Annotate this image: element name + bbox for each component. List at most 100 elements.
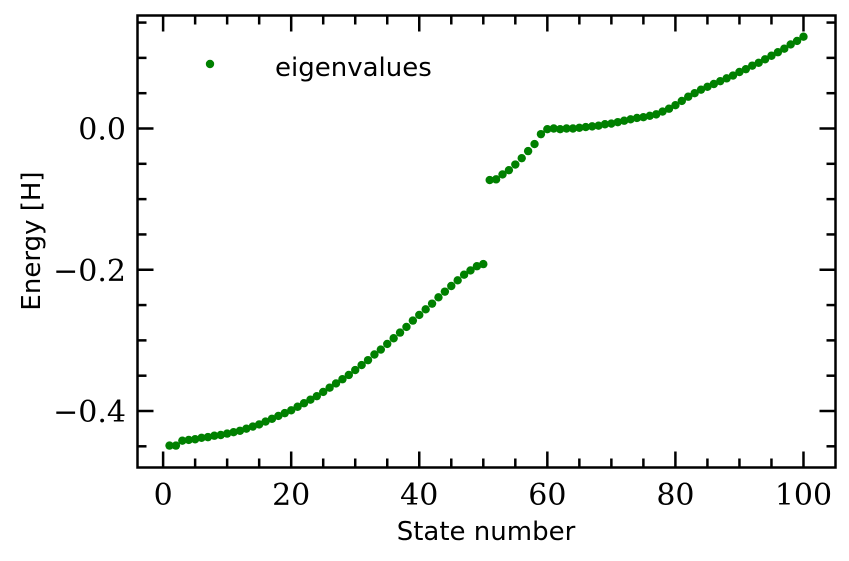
x-tick-label: 60 <box>528 478 566 513</box>
data-point <box>773 48 783 57</box>
data-point <box>748 61 757 70</box>
data-point <box>312 391 321 401</box>
data-point <box>607 119 616 128</box>
data-point <box>165 441 174 450</box>
data-point <box>293 402 302 411</box>
data-point <box>543 125 552 134</box>
data-point <box>568 124 578 133</box>
data-point <box>383 339 392 349</box>
data-point <box>575 123 584 132</box>
data-point <box>229 427 238 437</box>
x-tick-label: 40 <box>400 478 438 513</box>
data-point <box>363 355 373 365</box>
data-point <box>652 110 661 119</box>
data-point <box>626 115 635 124</box>
data-point <box>440 287 450 296</box>
data-point <box>722 74 731 83</box>
data-point <box>587 122 597 131</box>
data-point <box>254 420 264 429</box>
data-point <box>703 82 712 92</box>
data-point <box>331 379 341 388</box>
tick-labels: 0 20 40 60 80 100 −0.4 −0.2 0.0 <box>53 113 832 514</box>
data-point <box>780 44 789 53</box>
data-point <box>562 124 571 133</box>
data-point <box>613 117 622 127</box>
data-point <box>389 334 398 343</box>
data-point <box>728 71 738 80</box>
data-point <box>799 32 808 41</box>
data-point <box>235 426 245 435</box>
data-point <box>210 431 219 440</box>
data-point <box>267 414 277 423</box>
data-point <box>344 370 354 380</box>
data-point <box>415 310 424 320</box>
data-point <box>171 441 181 450</box>
data-points <box>165 32 808 450</box>
data-point <box>594 121 603 130</box>
plot-frame <box>136 14 837 469</box>
data-point <box>248 422 257 431</box>
data-point <box>447 281 456 291</box>
data-point <box>504 165 514 175</box>
data-point <box>376 345 386 354</box>
data-point <box>639 113 648 122</box>
data-point <box>190 435 200 444</box>
x-tick-label: 80 <box>656 478 694 513</box>
data-point <box>421 305 430 314</box>
data-point <box>178 436 187 445</box>
data-point <box>261 417 270 426</box>
data-point <box>472 262 482 271</box>
axis-ticks <box>137 15 836 468</box>
data-point <box>395 328 405 337</box>
legend-label: eigenvalues <box>275 53 432 83</box>
data-point <box>351 365 360 375</box>
data-point <box>370 350 379 359</box>
y-tick-label: −0.2 <box>53 254 126 289</box>
data-point <box>671 100 680 110</box>
data-point <box>280 408 289 418</box>
data-point <box>197 433 206 443</box>
x-tick-label: 0 <box>154 478 173 513</box>
data-point <box>664 104 674 113</box>
data-point <box>222 429 232 438</box>
data-point <box>485 175 494 185</box>
x-tick-label: 20 <box>272 478 310 513</box>
data-point <box>581 122 590 132</box>
data-point <box>716 76 725 86</box>
data-point <box>184 435 193 445</box>
data-point <box>767 51 776 60</box>
y-tick-label: −0.4 <box>53 395 126 430</box>
data-point <box>453 276 462 285</box>
data-point <box>735 67 744 77</box>
data-point <box>299 399 309 408</box>
y-axis-label: Energy [H] <box>17 171 47 310</box>
data-point <box>600 120 610 129</box>
data-point <box>555 125 565 134</box>
data-point <box>517 153 526 163</box>
data-point <box>491 175 501 184</box>
data-point <box>709 79 719 89</box>
data-point <box>632 113 642 123</box>
data-point <box>286 406 296 415</box>
data-point <box>338 375 347 384</box>
data-point <box>549 124 558 133</box>
data-point <box>658 107 667 116</box>
data-point <box>434 293 443 302</box>
x-axis-label: State number <box>397 517 576 547</box>
data-point <box>760 55 770 64</box>
data-point <box>216 430 225 440</box>
data-point <box>511 160 520 169</box>
data-point <box>754 58 763 68</box>
data-point <box>696 85 706 94</box>
data-point <box>203 432 213 442</box>
data-point <box>325 383 334 392</box>
data-point <box>357 360 366 370</box>
data-point <box>792 36 802 46</box>
legend: eigenvalues <box>205 53 432 83</box>
data-point <box>684 92 693 101</box>
data-point <box>479 259 488 269</box>
data-point <box>536 129 546 139</box>
data-point <box>306 395 315 404</box>
data-point <box>530 139 539 149</box>
